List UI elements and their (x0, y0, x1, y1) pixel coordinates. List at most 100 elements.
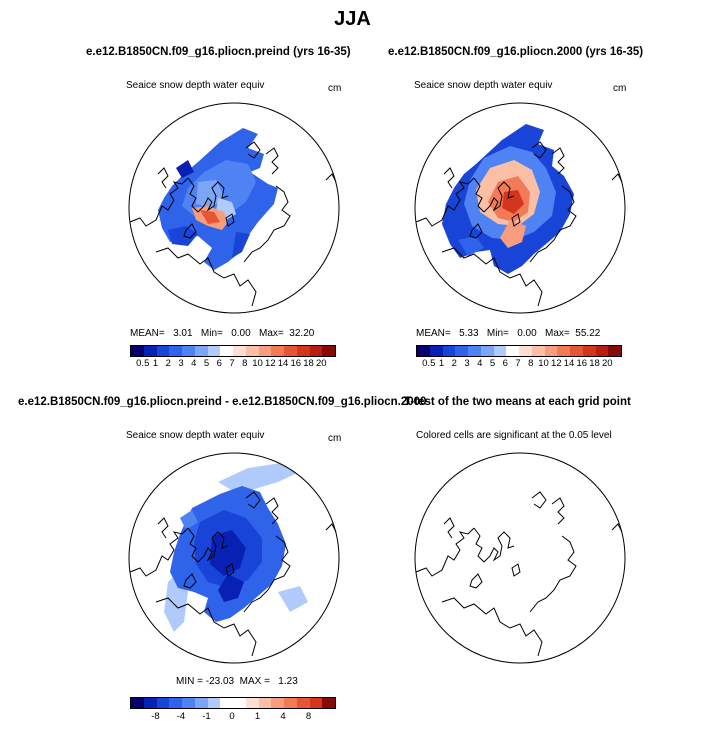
colorbar-swatch (207, 698, 221, 708)
colorbar-swatch (608, 346, 621, 356)
colorbar-swatch (284, 698, 297, 708)
panel3-unit: cm (328, 433, 342, 444)
panel2-variable: Seaice snow depth water equiv (414, 80, 553, 91)
colorbar-tick-label: 8 (242, 358, 248, 369)
colorbar-tick-label: 12 (264, 358, 276, 369)
colorbar-swatch (207, 346, 221, 356)
colorbar-swatch (582, 346, 596, 356)
panel2-title: e.e12.B1850CN.f09_g16.pliocn.2000 (yrs 1… (388, 46, 644, 58)
colorbar-swatch (169, 698, 182, 708)
colorbar-swatch (131, 698, 144, 708)
colorbar-swatch (284, 346, 297, 356)
colorbar-swatch (309, 346, 323, 356)
colorbar-swatch (544, 346, 558, 356)
panel1-colorbar-labels: 0.5 1 2 3 4 5 6 7 8 10 12 14 16 18 20 (130, 358, 336, 370)
panel4-note: Colored cells are significant at the 0.0… (416, 430, 612, 441)
panel3-variable: Seaice snow depth water equiv (126, 430, 265, 441)
colorbar-tick-label: 16 (290, 358, 302, 369)
panel3-coastline (129, 491, 337, 657)
panel1-unit: cm (328, 83, 342, 94)
colorbar-tick-label: 4 (477, 358, 483, 369)
colorbar-swatch (442, 346, 456, 356)
colorbar-tick-label: 5 (489, 358, 496, 369)
colorbar-swatch (468, 346, 481, 356)
panel3-title: e.e12.B1850CN.f09_g16.pliocn.preind - e.… (18, 396, 427, 408)
colorbar-swatch (271, 698, 284, 708)
colorbar-swatch (220, 698, 233, 708)
colorbar-tick-label: 1 (152, 358, 159, 369)
colorbar-tick-label: 0 (229, 711, 235, 722)
panel2-colorbar-labels: 0.5 1 2 3 4 5 6 7 8 10 12 14 16 18 20 (416, 358, 622, 370)
colorbar-tick-label: 10 (538, 358, 549, 369)
panel2-map (414, 102, 626, 314)
colorbar-tick-label: 0.5 (422, 358, 436, 369)
colorbar-tick-label: 16 (576, 358, 588, 369)
colorbar-swatch (143, 698, 157, 708)
colorbar-tick-label: 3 (178, 358, 184, 369)
colorbar-swatch (156, 698, 170, 708)
colorbar-swatch (480, 346, 494, 356)
colorbar-swatch (131, 346, 144, 356)
colorbar-swatch (258, 346, 272, 356)
colorbar-tick-label: 8 (305, 711, 312, 722)
colorbar-swatch (233, 346, 246, 356)
colorbar-swatch (506, 346, 519, 356)
colorbar-swatch (322, 346, 335, 356)
colorbar-tick-label: 7 (515, 358, 521, 369)
colorbar-tick-label: 4 (191, 358, 197, 369)
panel2-colorbar (416, 345, 622, 357)
colorbar-swatch (182, 698, 195, 708)
panel3-colorbar-labels: -8 -4 -1 0 1 4 8 (130, 711, 336, 723)
colorbar-tick-label: 6 (502, 358, 508, 369)
panel3-map (128, 452, 340, 664)
colorbar-swatch (417, 346, 430, 356)
panel1-variable: Seaice snow depth water equiv (126, 80, 265, 91)
colorbar-swatch (220, 346, 233, 356)
panel1-coastline (129, 141, 337, 307)
colorbar-tick-label: 8 (528, 358, 534, 369)
panel3-colorbar (130, 697, 336, 709)
colorbar-swatch (156, 346, 170, 356)
colorbar-tick-label: 18 (589, 358, 600, 369)
colorbar-swatch (570, 346, 583, 356)
colorbar-swatch (296, 346, 310, 356)
colorbar-tick-label: 10 (252, 358, 263, 369)
panel4-map (414, 452, 626, 664)
colorbar-swatch (595, 346, 609, 356)
colorbar-tick-label: -1 (202, 711, 211, 722)
panel2-stats: MEAN= 5.33 Min= 0.00 Max= 55.22 (416, 328, 601, 339)
colorbar-tick-label: 5 (203, 358, 210, 369)
colorbar-tick-label: 1 (438, 358, 445, 369)
colorbar-swatch (296, 698, 310, 708)
panel1-stats: MEAN= 3.01 Min= 0.00 Max= 32.20 (130, 328, 315, 339)
panel2-coastline (415, 141, 623, 307)
panel1-map (128, 102, 340, 314)
colorbar-swatch (194, 346, 208, 356)
colorbar-tick-label: 20 (315, 358, 327, 369)
colorbar-swatch (245, 346, 259, 356)
colorbar-swatch (169, 346, 182, 356)
colorbar-tick-label: 3 (464, 358, 470, 369)
colorbar-swatch (245, 698, 259, 708)
colorbar-tick-label: 7 (229, 358, 235, 369)
colorbar-swatch (493, 346, 507, 356)
panel4-title: T-test of the two means at each grid poi… (404, 396, 631, 408)
colorbar-swatch (233, 698, 246, 708)
panel4-coastline (415, 491, 623, 657)
colorbar-swatch (322, 698, 335, 708)
colorbar-swatch (455, 346, 468, 356)
colorbar-swatch (531, 346, 545, 356)
colorbar-tick-label: 14 (277, 358, 289, 369)
colorbar-tick-label: 18 (303, 358, 314, 369)
main-title: JJA (334, 8, 371, 30)
colorbar-tick-label: 2 (165, 358, 171, 369)
colorbar-tick-label: -4 (176, 711, 186, 722)
colorbar-tick-label: 2 (451, 358, 457, 369)
colorbar-tick-label: 1 (254, 711, 261, 722)
colorbar-swatch (519, 346, 532, 356)
colorbar-swatch (309, 698, 323, 708)
colorbar-swatch (258, 698, 272, 708)
colorbar-swatch (143, 346, 157, 356)
colorbar-tick-label: 0.5 (136, 358, 150, 369)
colorbar-swatch (557, 346, 570, 356)
